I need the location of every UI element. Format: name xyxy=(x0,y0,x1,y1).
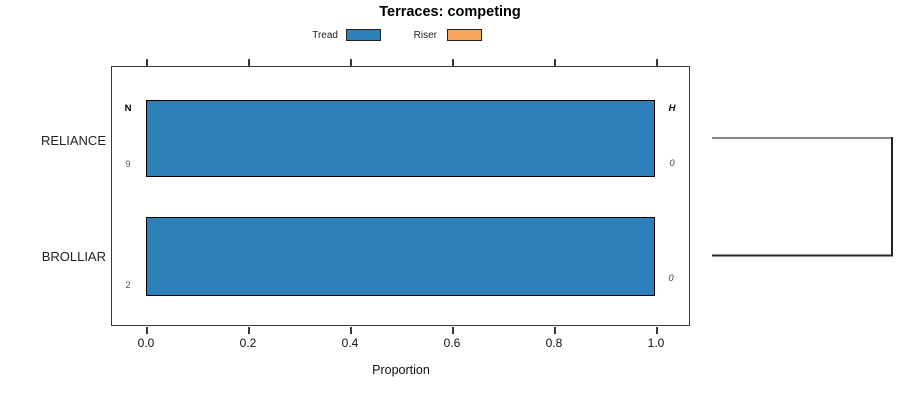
column-header-h: H xyxy=(668,103,676,114)
tick-mark xyxy=(146,59,148,67)
n-value-brolliar: 2 xyxy=(125,280,131,291)
tick-mark xyxy=(350,59,352,67)
x-tick-label: 0.0 xyxy=(137,336,155,350)
legend-label-tread: Tread xyxy=(312,30,338,41)
x-tick-labels: 0.0 0.2 0.4 0.6 0.8 1.0 xyxy=(138,336,665,350)
bar-reliance-tread xyxy=(146,100,655,177)
tick-mark xyxy=(350,327,352,334)
legend-swatch-tread xyxy=(346,29,381,41)
legend-swatch-riser xyxy=(447,29,482,41)
tick-mark xyxy=(452,327,454,334)
tick-mark xyxy=(656,59,658,67)
h-value-reliance: 0 xyxy=(669,158,675,169)
column-header-n: N xyxy=(124,103,132,114)
x-axis-title: Proportion xyxy=(372,363,430,377)
chart-title: Terraces: competing xyxy=(379,4,521,20)
x-tick-label: 0.4 xyxy=(341,336,359,350)
tick-mark xyxy=(248,327,250,334)
x-axis-bottom xyxy=(146,327,658,334)
tick-mark xyxy=(146,327,148,334)
bar-track-reliance xyxy=(146,100,655,177)
n-value-reliance: 9 xyxy=(125,159,131,170)
dendrogram-bracket xyxy=(712,137,893,257)
tick-mark xyxy=(452,59,454,67)
tick-mark xyxy=(248,59,250,67)
x-axis-top xyxy=(146,59,658,67)
legend-label-riser: Riser xyxy=(413,30,437,41)
x-tick-label: 1.0 xyxy=(647,336,665,350)
tick-mark xyxy=(554,59,556,67)
h-value-brolliar: 0 xyxy=(668,273,674,284)
category-label-brolliar: BROLLIAR xyxy=(41,249,106,264)
x-tick-label: 0.6 xyxy=(443,336,461,350)
tick-mark xyxy=(656,327,658,334)
tick-mark xyxy=(554,327,556,334)
x-tick-label: 0.8 xyxy=(545,336,563,350)
x-tick-label: 0.2 xyxy=(239,336,257,350)
bar-brolliar-tread xyxy=(146,217,655,296)
bar-track-brolliar xyxy=(146,217,655,296)
category-label-reliance: RELIANCE xyxy=(40,133,106,148)
